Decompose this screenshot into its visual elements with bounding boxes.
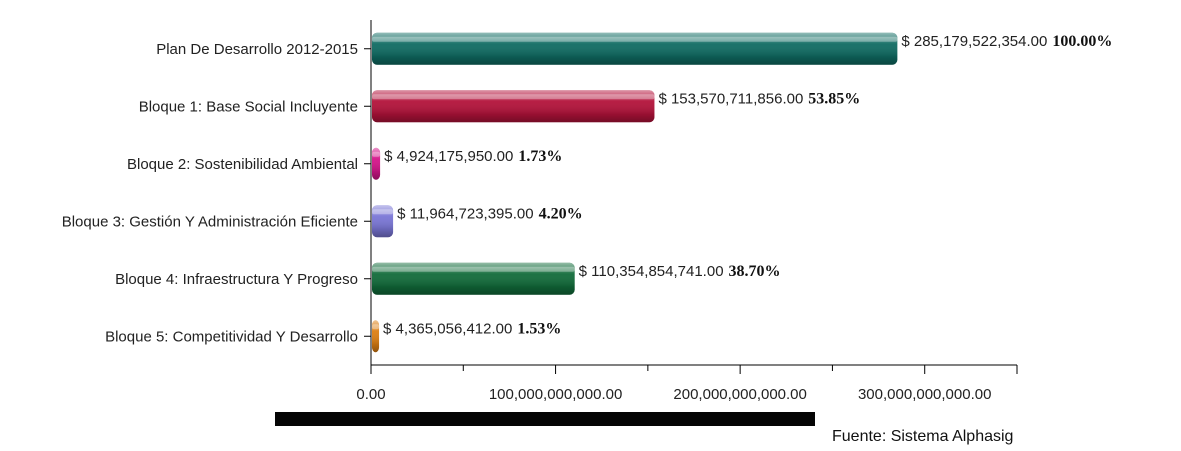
source-caption: Fuente: Sistema Alphasig (832, 428, 1014, 445)
category-label: Bloque 1: Base Social Incluyente (139, 98, 358, 115)
bar-gloss (372, 266, 575, 272)
x-tick-label: 300,000,000,000.00 (858, 386, 991, 403)
bar-highlight (372, 32, 898, 65)
x-tick-label: 0.00 (356, 386, 385, 403)
bar-highlight (372, 90, 655, 123)
bar-highlight (372, 205, 394, 238)
percent-label: 1.73% (518, 148, 562, 165)
percent-label: 1.53% (517, 320, 561, 337)
bar-highlight (372, 320, 380, 353)
x-tick-label: 100,000,000,000.00 (489, 386, 622, 403)
value-label: $ 11,964,723,395.00 4.20% (397, 205, 583, 222)
bar-gloss (372, 324, 380, 330)
percent-label: 53.85% (808, 90, 860, 107)
value-label: $ 4,365,056,412.00 1.53% (383, 320, 561, 337)
amount-label: $ 11,964,723,395.00 (397, 205, 534, 222)
category-label: Bloque 3: Gestión Y Administración Efici… (62, 213, 358, 230)
category-label: Plan De Desarrollo 2012-2015 (156, 41, 358, 58)
amount-label: $ 285,179,522,354.00 (901, 33, 1047, 50)
amount-label: $ 153,570,711,856.00 (658, 90, 803, 107)
category-label: Bloque 2: Sostenibilidad Ambiental (127, 156, 358, 173)
black-strip-left (275, 412, 591, 426)
category-label: Bloque 5: Competitividad Y Desarrollo (105, 328, 358, 345)
percent-label: 100.00% (1052, 33, 1112, 50)
amount-label: $ 110,354,854,741.00 (579, 263, 724, 280)
percent-label: 4.20% (539, 205, 583, 222)
amount-label: $ 4,924,175,950.00 (384, 148, 513, 165)
bar-highlight (372, 147, 381, 180)
category-label: Bloque 4: Infraestructura Y Progreso (115, 271, 358, 288)
bar-gloss (372, 94, 655, 100)
bar-highlight (372, 262, 575, 295)
black-strip-middle (591, 412, 731, 426)
amount-label: $ 4,365,056,412.00 (383, 320, 512, 337)
black-strip-right (731, 412, 815, 426)
value-label: $ 110,354,854,741.00 38.70% (579, 263, 781, 280)
bar-gloss (372, 209, 394, 215)
value-label: $ 153,570,711,856.00 53.85% (658, 90, 860, 107)
value-label: $ 4,924,175,950.00 1.73% (384, 148, 562, 165)
percent-label: 38.70% (729, 263, 781, 280)
bar-gloss (372, 36, 898, 42)
bar-gloss (372, 151, 381, 157)
x-tick-label: 200,000,000,000.00 (673, 386, 806, 403)
value-label: $ 285,179,522,354.00 100.00% (901, 33, 1112, 50)
